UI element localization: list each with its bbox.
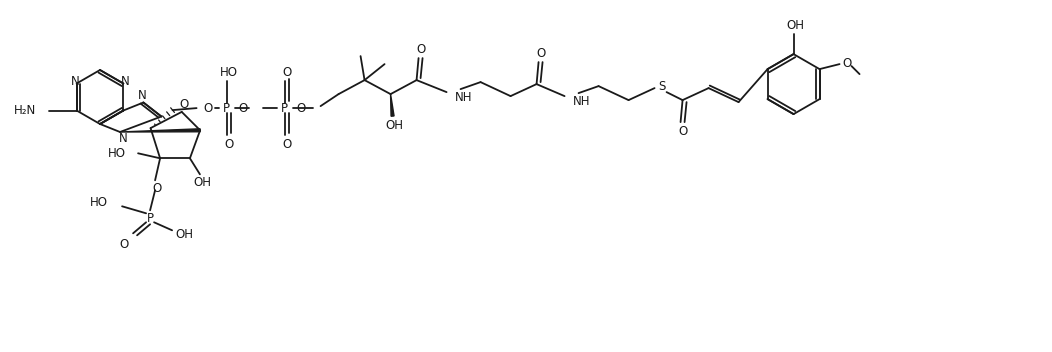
Polygon shape [390,94,394,116]
Text: O: O [120,238,128,251]
Text: O: O [282,138,291,151]
Text: N: N [72,75,80,88]
Text: NH: NH [572,95,590,108]
Text: N: N [121,75,129,88]
Text: H₂N: H₂N [15,104,37,117]
Text: S: S [658,80,665,93]
Text: HO: HO [90,196,108,209]
Text: O: O [296,102,305,115]
Text: O: O [842,57,851,70]
Text: O: O [224,138,234,151]
Text: O: O [416,43,425,56]
Text: P: P [281,102,288,115]
Text: HO: HO [108,147,126,160]
Text: O: O [535,46,545,59]
Polygon shape [120,129,200,132]
Text: N: N [119,132,127,145]
Text: OH: OH [386,119,404,132]
Text: N: N [138,89,147,102]
Text: HO: HO [220,65,238,78]
Text: O: O [238,102,247,115]
Text: OH: OH [787,19,805,32]
Text: O: O [179,99,188,111]
Text: OH: OH [175,228,194,241]
Text: P: P [223,102,230,115]
Text: O: O [677,125,687,138]
Text: O: O [203,102,213,115]
Text: OH: OH [193,176,210,189]
Text: O: O [282,65,291,78]
Text: NH: NH [454,90,472,103]
Text: O: O [153,182,162,195]
Text: P: P [146,212,154,225]
